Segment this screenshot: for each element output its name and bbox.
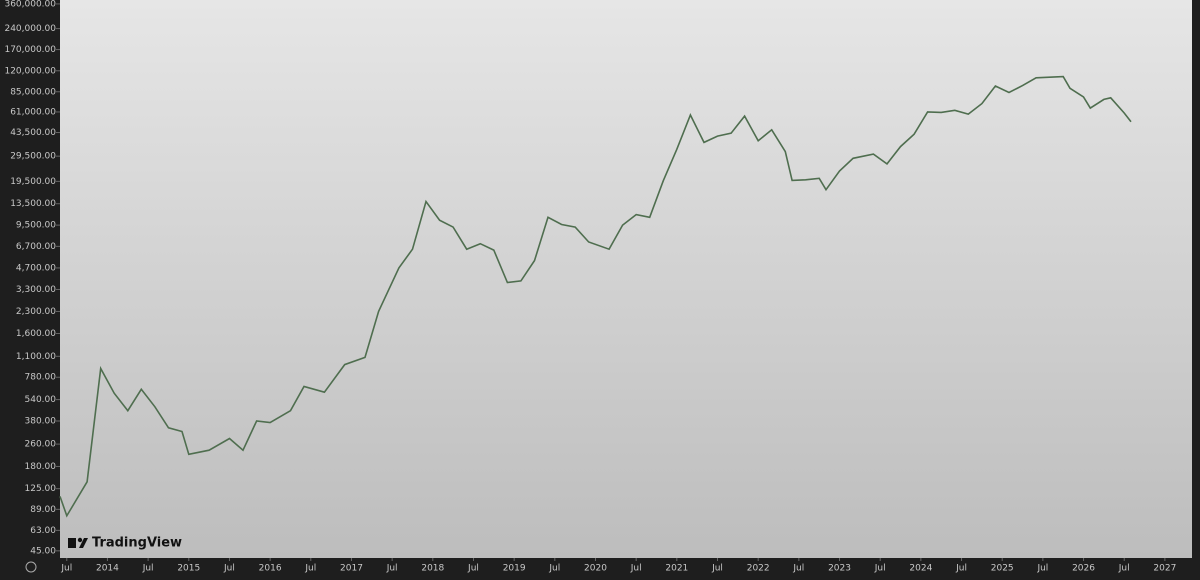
x-tick-label: Jul [630,564,642,574]
logo: TradingView [68,536,182,551]
y-tick-label: 180.00 [25,462,57,472]
x-tick-label: 2015 [177,564,200,574]
x-tick-label: Jul [874,564,886,574]
y-tick-label: 540.00 [25,395,57,405]
price-line [59,75,1132,518]
x-tick-label: 2023 [828,564,851,574]
y-tick-label: 13,500.00 [10,199,56,209]
x-tick-label: 2025 [991,564,1014,574]
y-tick-label: 89.00 [30,505,56,515]
x-tick-label: 2017 [340,564,363,574]
x-tick-label: Jul [548,564,560,574]
x-tick-label: Jul [142,564,154,574]
settings-icon[interactable] [25,561,37,573]
x-tick-label: Jul [467,564,479,574]
x-tick-label: Jul [792,564,804,574]
y-tick-label: 170,000.00 [4,45,56,55]
y-tick-label: 6,700.00 [16,242,56,252]
y-tick-label: 61,000.00 [10,107,56,117]
y-tick-label: 1,600.00 [16,329,56,339]
logo-mark [68,538,76,548]
y-tick-label: 380.00 [25,417,57,427]
y-tick-label: 360,000.00 [4,0,56,9]
y-tick-label: 19,500.00 [10,177,56,187]
y-tick-label: 240,000.00 [4,24,56,34]
x-tick-label: 2022 [747,564,770,574]
y-tick-label: 260.00 [25,440,57,450]
x-tick-label: 2026 [1072,564,1095,574]
x-tick-label: 2021 [665,564,688,574]
logo-mark [79,538,88,548]
x-tick-label: Jul [60,564,72,574]
y-tick-label: 125.00 [25,484,57,494]
y-tick-label: 2,300.00 [16,307,56,317]
y-tick-label: 29,500.00 [10,152,56,162]
x-tick-label: Jul [1118,564,1130,574]
y-tick-label: 85,000.00 [10,87,56,97]
plot-area [60,0,1192,558]
x-tick-label: Jul [1036,564,1048,574]
x-tick-label: 2014 [96,564,119,574]
x-tick-label: 2024 [909,564,932,574]
x-tick-label: Jul [711,564,723,574]
x-tick-label: 2016 [259,564,282,574]
y-tick-label: 43,500.00 [10,128,56,138]
y-tick-label: 9,500.00 [16,221,56,231]
logo-text: TradingView [92,536,182,551]
x-tick-label: 2020 [584,564,607,574]
x-tick-label: 2018 [421,564,444,574]
logo-mark [77,537,83,543]
x-tick-label: Jul [955,564,967,574]
y-tick-label: 3,300.00 [16,285,56,295]
x-tick-label: 2019 [503,564,526,574]
x-tick-label: Jul [386,564,398,574]
y-tick-label: 1,100.00 [16,352,56,362]
y-tick-label: 63.00 [30,526,56,536]
x-tick-label: Jul [304,564,316,574]
y-tick-label: 4,700.00 [16,263,56,273]
y-tick-label: 780.00 [25,373,57,383]
y-tick-label: 120,000.00 [4,66,56,76]
x-tick-label: Jul [223,564,235,574]
x-tick-label: 2027 [1153,564,1176,574]
y-tick-label: 45.00 [30,546,56,556]
